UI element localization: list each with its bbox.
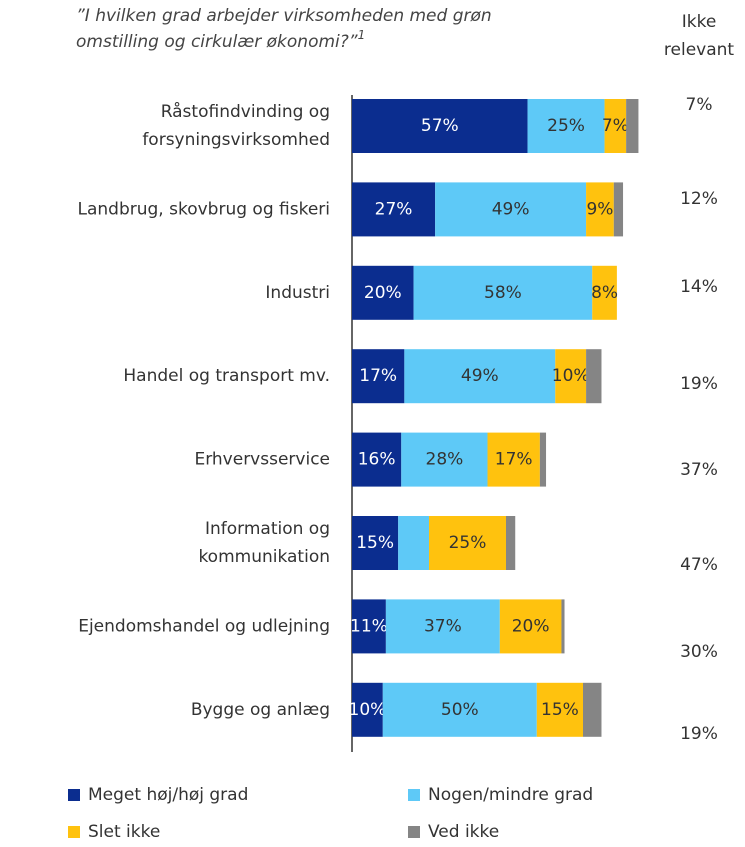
bar-value-label: 16%: [358, 450, 396, 470]
bar-segment: [561, 599, 565, 654]
bar-segment: [352, 432, 402, 487]
bar-value-label: 20%: [364, 283, 402, 303]
bar-value-label: 57%: [421, 116, 459, 136]
bar-value-label: 20%: [512, 616, 550, 636]
bar-segment: [401, 432, 488, 487]
bar-value-label: 7%: [602, 116, 629, 136]
not-relevant-value: 30%: [680, 642, 718, 662]
bar-segment: [352, 182, 436, 237]
bar-segment: [604, 99, 627, 153]
bar-segment: [352, 516, 399, 570]
bar-value-label: 9%: [586, 199, 613, 219]
bar-value-label: 25%: [547, 116, 585, 136]
bar-segment: [613, 182, 624, 237]
legend-swatch: [68, 789, 80, 801]
bar-value-label: 49%: [461, 366, 499, 386]
bar-value-label: 25%: [449, 533, 487, 553]
bar-value-label: 8%: [591, 283, 618, 303]
category-label: Erhvervsservice: [194, 450, 330, 470]
not-relevant-value: 7%: [686, 95, 713, 115]
bar-value-label: 58%: [484, 283, 522, 303]
title-text: omstilling og cirkulær økonomi?”: [76, 32, 358, 52]
bar-segment: [435, 182, 587, 237]
bar-segment: [536, 682, 583, 737]
not-relevant-value: 37%: [680, 460, 718, 480]
bar-segment: [382, 682, 537, 737]
legend-swatch: [68, 826, 80, 838]
bar-value-label: 37%: [424, 616, 462, 636]
title-line: ”I hvilken grad arbejder virksomheden me…: [76, 6, 492, 26]
not-relevant-value: 19%: [680, 374, 718, 394]
bar-segment: [555, 349, 587, 404]
category-label: Bygge og anlæg: [191, 700, 330, 720]
bar-value-label: 10%: [349, 700, 387, 720]
bar-segment: [352, 99, 528, 153]
legend-swatch: [408, 826, 420, 838]
bar-value-label: 15%: [356, 533, 394, 553]
legend-label: Ved ikke: [428, 822, 499, 842]
bar-segment: [586, 349, 602, 404]
bar-value-label: 49%: [492, 199, 530, 219]
bar-segment: [385, 599, 500, 654]
category-label: forsyningsvirksomhed: [142, 130, 330, 150]
category-label: Handel og transport mv.: [123, 366, 330, 386]
legend-label: Nogen/mindre grad: [428, 785, 593, 805]
title-line: omstilling og cirkulær økonomi?”1: [76, 28, 365, 53]
not-relevant-value: 47%: [680, 555, 718, 575]
bar-segment: [404, 349, 556, 404]
category-label: Råstofindvinding og: [161, 101, 330, 122]
not-relevant-value: 14%: [680, 277, 718, 297]
bar-segment: [352, 599, 386, 654]
bar-value-label: 28%: [426, 450, 464, 470]
bar-value-label: 15%: [541, 700, 579, 720]
bar-segment: [352, 265, 414, 320]
not-relevant-value: 12%: [680, 189, 718, 209]
bar-segment: [592, 265, 617, 320]
bar-value-label: 10%: [552, 366, 590, 386]
category-label: kommunikation: [198, 547, 330, 567]
bar-segment: [586, 182, 614, 237]
bar-segment: [539, 432, 547, 487]
bar-segment: [352, 349, 405, 404]
legend-label: Meget høj/høj grad: [88, 785, 248, 805]
bar-segment: [413, 265, 593, 320]
bar-segment: [527, 99, 605, 153]
bar-value-label: 11%: [350, 616, 388, 636]
not-relevant-value: 19%: [680, 724, 718, 744]
bar-segment: [487, 432, 540, 487]
bar-segment: [429, 516, 506, 570]
bar-segment: [626, 99, 639, 153]
title-footnote: 1: [358, 28, 366, 42]
bar-value-label: 17%: [359, 366, 397, 386]
legend-swatch: [408, 789, 420, 801]
category-label: Information og: [205, 519, 330, 539]
bar-segment: [398, 516, 429, 570]
bar-value-label: 27%: [375, 199, 413, 219]
bar-value-label: 17%: [495, 450, 533, 470]
bar-segment: [506, 516, 516, 570]
category-label: Industri: [265, 283, 330, 303]
column-header: relevant: [664, 40, 735, 60]
legend-label: Slet ikke: [88, 822, 160, 842]
bar-segment: [583, 682, 602, 737]
bar-value-label: 50%: [441, 700, 479, 720]
category-label: Ejendomshandel og udlejning: [78, 616, 330, 636]
category-label: Landbrug, skovbrug og fiskeri: [78, 199, 331, 219]
column-header: Ikke: [682, 12, 717, 32]
bar-segment: [352, 682, 383, 737]
bar-segment: [499, 599, 562, 654]
